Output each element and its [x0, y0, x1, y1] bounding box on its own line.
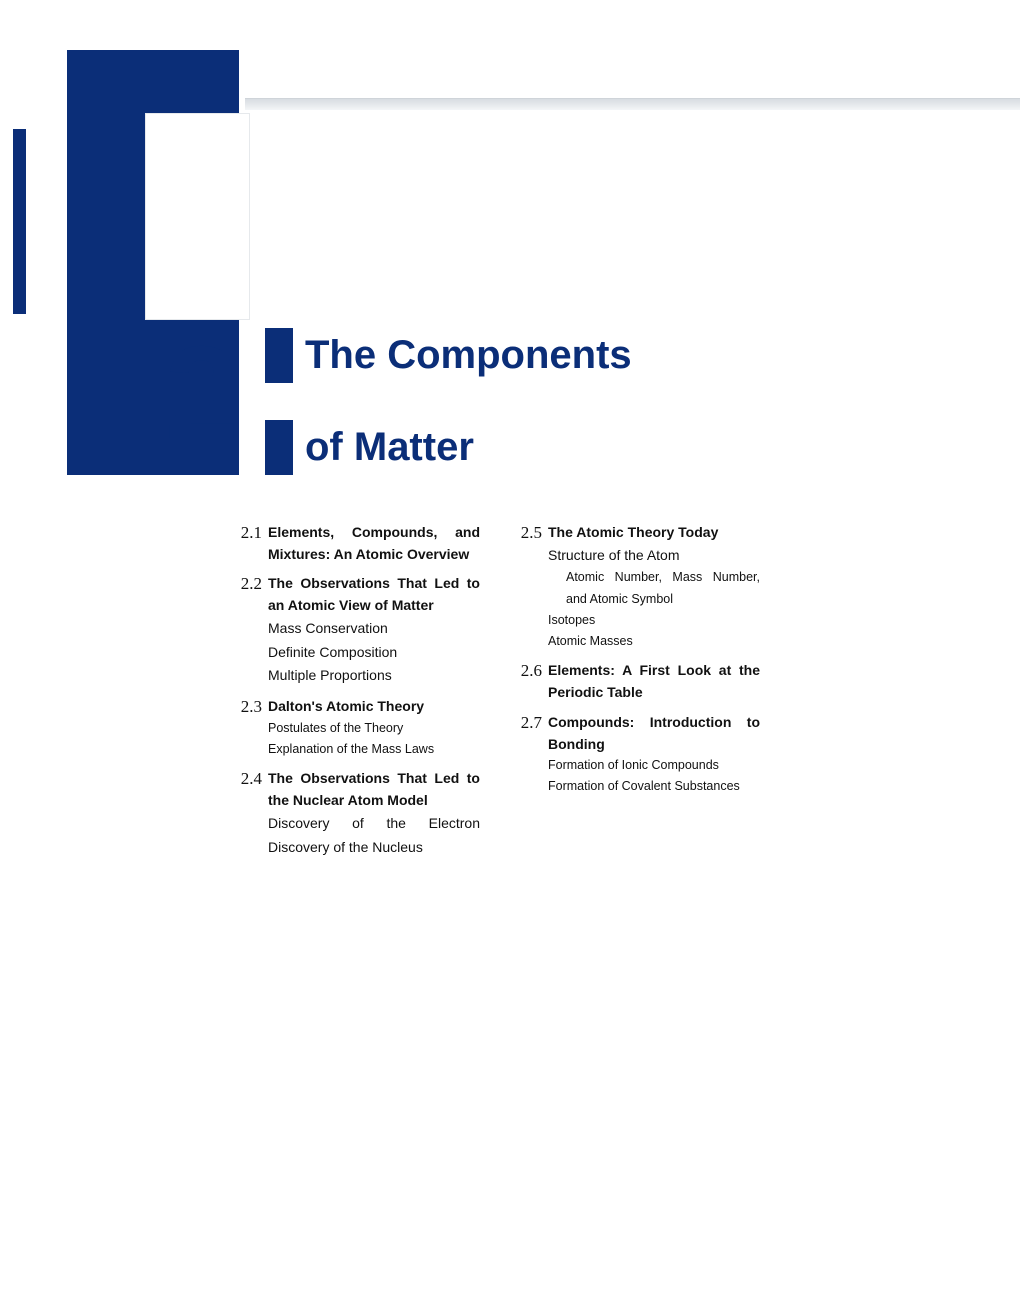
section-subtopic: Discovery of the Electron Discovery of t… [268, 812, 480, 860]
chapter-title-area: 2 The Components of Matter [165, 325, 1000, 485]
toc-section: 2.5The Atomic Theory TodayStructure of t… [520, 522, 760, 652]
section-number: 2.7 [520, 712, 548, 733]
section-body: Compounds: Introduction to BondingFormat… [548, 712, 760, 798]
section-subtopic: Isotopes [548, 610, 760, 631]
section-subtopic: Multiple Proportions [268, 664, 480, 688]
toc-section: 2.1Elements, Compounds, and Mixtures: An… [240, 522, 480, 565]
title-accent-bar-2 [265, 420, 293, 475]
section-subtopic: Definite Composition [268, 641, 480, 665]
section-number: 2.6 [520, 660, 548, 681]
section-number: 2.4 [240, 768, 268, 789]
section-body: The Observations That Led to an Atomic V… [268, 573, 480, 688]
page-edge-accent [13, 129, 26, 314]
section-body: Elements: A First Look at the Periodic T… [548, 660, 760, 703]
toc-section: 2.2The Observations That Led to an Atomi… [240, 573, 480, 688]
toc-section: 2.4The Observations That Led to the Nucl… [240, 768, 480, 859]
section-title: Elements: A First Look at the Periodic T… [548, 660, 760, 703]
section-number: 2.5 [520, 522, 548, 543]
chapter-title-line-2: of Matter [305, 425, 474, 470]
section-subtopic: Atomic Masses [548, 631, 760, 652]
toc-column-left: 2.1Elements, Compounds, and Mixtures: An… [240, 522, 480, 859]
section-body: Dalton's Atomic TheoryPostulates of the … [268, 696, 480, 760]
section-subtopic: Atomic Number, Mass Number, and Atomic S… [548, 567, 760, 610]
section-title: The Atomic Theory Today [548, 522, 760, 544]
section-title: Compounds: Introduction to Bonding [548, 712, 760, 755]
section-subtopic: Explanation of the Mass Laws [268, 739, 480, 760]
section-subtopic: Structure of the Atom [548, 544, 760, 568]
chapter-title-line-1: The Components [305, 333, 632, 378]
toc-section: 2.3Dalton's Atomic TheoryPostulates of t… [240, 696, 480, 760]
section-number: 2.3 [240, 696, 268, 717]
header-rule [245, 98, 1020, 110]
section-title: The Observations That Led to the Nuclear… [268, 768, 480, 811]
section-subtopic: Mass Conservation [268, 617, 480, 641]
section-subtopic: Formation of Covalent Substances [548, 776, 760, 797]
toc-section: 2.7Compounds: Introduction to BondingFor… [520, 712, 760, 798]
section-title: The Observations That Led to an Atomic V… [268, 573, 480, 616]
illustration-placeholder [145, 113, 250, 320]
toc-column-right: 2.5The Atomic Theory TodayStructure of t… [520, 522, 760, 859]
section-number: 2.1 [240, 522, 268, 543]
section-number: 2.2 [240, 573, 268, 594]
table-of-contents: 2.1Elements, Compounds, and Mixtures: An… [240, 522, 800, 859]
title-accent-bar-1 [265, 328, 293, 383]
section-subtopic: Formation of Ionic Compounds [548, 755, 760, 776]
section-title: Elements, Compounds, and Mixtures: An At… [268, 522, 480, 565]
toc-section: 2.6Elements: A First Look at the Periodi… [520, 660, 760, 703]
chapter-number: 2 [165, 327, 234, 459]
section-body: The Atomic Theory TodayStructure of the … [548, 522, 760, 652]
section-title: Dalton's Atomic Theory [268, 696, 480, 718]
section-body: The Observations That Led to the Nuclear… [268, 768, 480, 859]
section-subtopic: Postulates of the Theory [268, 718, 480, 739]
section-body: Elements, Compounds, and Mixtures: An At… [268, 522, 480, 565]
